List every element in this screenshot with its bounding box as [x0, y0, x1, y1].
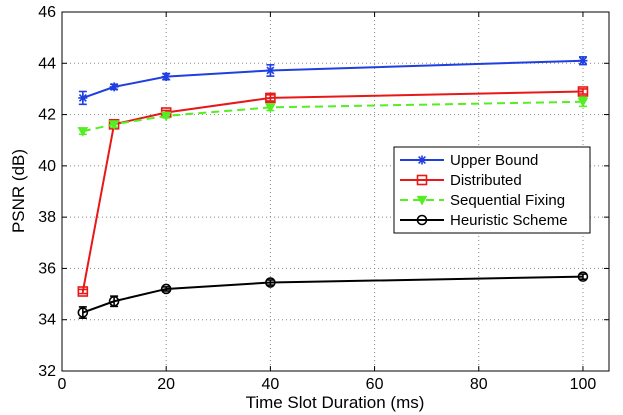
plot-frame	[61, 11, 610, 372]
y-tick-label: 40	[38, 158, 56, 175]
legend-label: Sequential Fixing	[450, 192, 565, 209]
y-tick-label: 36	[38, 260, 56, 277]
y-tick-label: 42	[38, 107, 56, 124]
data-point-marker	[265, 103, 276, 113]
x-axis-title: Time Slot Duration (ms)	[246, 393, 425, 412]
data-point-marker	[109, 82, 119, 92]
legend-label: Distributed	[450, 172, 522, 189]
data-point-marker	[577, 86, 589, 97]
data-series	[77, 56, 589, 319]
data-point-marker	[265, 277, 276, 288]
data-point-marker	[578, 56, 588, 66]
x-tick-label: 60	[366, 376, 384, 393]
series-heuristic-scheme	[77, 271, 589, 319]
y-tick-label: 34	[38, 312, 56, 329]
data-point-marker	[78, 93, 88, 103]
legend: Upper Bound Distributed Sequential Fixing H…	[393, 146, 591, 234]
data-point-marker	[265, 92, 276, 104]
x-tick-label: 0	[58, 376, 67, 393]
data-point-marker	[160, 283, 172, 295]
y-tick-label: 32	[38, 363, 56, 380]
y-tick-label: 38	[38, 209, 56, 226]
data-point-marker	[577, 271, 589, 282]
x-tick-label: 80	[470, 376, 488, 393]
legend-label: Heuristic Scheme	[450, 212, 568, 229]
series-upper-bound	[78, 56, 588, 106]
y-axis: 32 34 36 38 40 42 44 46	[38, 4, 609, 380]
data-point-marker	[77, 286, 89, 297]
legend-label: Upper Bound	[450, 152, 538, 169]
data-point-marker	[108, 295, 120, 307]
y-axis-title: PSNR (dB)	[9, 149, 28, 233]
data-point-marker	[577, 97, 589, 108]
data-point-marker	[417, 155, 427, 165]
data-point-marker	[77, 127, 89, 137]
series-sequential-fixing	[77, 96, 589, 137]
data-point-marker	[77, 307, 89, 318]
data-point-marker	[108, 120, 120, 130]
x-tick-label: 40	[261, 376, 279, 393]
data-point-marker	[265, 65, 275, 75]
x-tick-label: 20	[157, 376, 175, 393]
x-tick-label: 100	[570, 376, 597, 393]
data-point-marker	[416, 214, 428, 226]
y-tick-label: 44	[38, 55, 56, 72]
x-axis: 0 20 40 60 80 100	[58, 12, 597, 393]
data-point-marker	[416, 195, 428, 206]
data-point-marker	[416, 174, 428, 186]
data-point-marker	[161, 72, 171, 82]
y-tick-label: 46	[38, 4, 56, 21]
data-point-marker	[160, 111, 172, 122]
